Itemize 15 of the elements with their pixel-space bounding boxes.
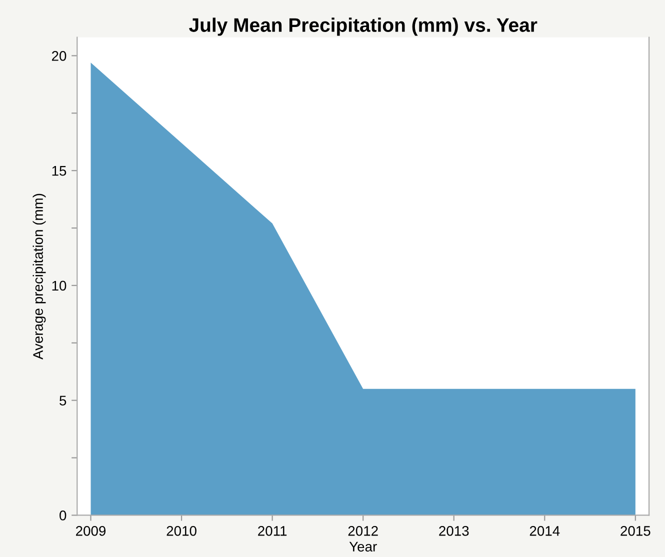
y-tick-label: 5 bbox=[60, 396, 66, 406]
x-tick-label: 2012 bbox=[348, 526, 378, 536]
y-tick-label: 10 bbox=[52, 280, 66, 291]
x-tick-label: 2015 bbox=[620, 526, 650, 536]
x-tick-label: 2014 bbox=[530, 526, 560, 536]
y-axis-title: Average precipitation (mm) bbox=[32, 194, 46, 360]
y-tick-label: 0 bbox=[60, 510, 66, 520]
x-tick-label: 2011 bbox=[258, 526, 287, 536]
x-tick-label: 2010 bbox=[166, 526, 196, 536]
x-axis-title: Year bbox=[349, 542, 377, 552]
x-tick-label: 2013 bbox=[439, 526, 469, 536]
x-tick-label: 2009 bbox=[76, 526, 106, 536]
y-tick-label: 15 bbox=[52, 166, 66, 176]
chart-title: July Mean Precipitation (mm) vs. Year bbox=[189, 18, 538, 36]
y-tick-label: 20 bbox=[52, 51, 66, 61]
